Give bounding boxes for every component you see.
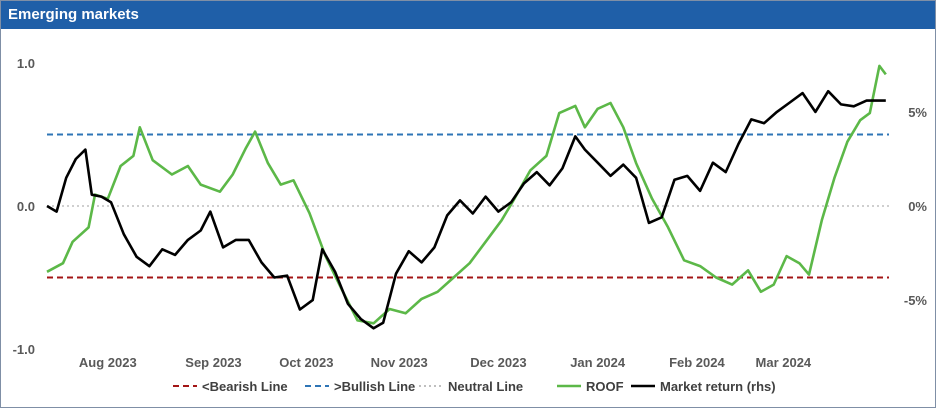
left-tick-label: -1.0 <box>13 342 35 357</box>
legend-label-1: >Bullish Line <box>334 379 415 394</box>
series-lines <box>46 64 887 330</box>
right-axis-ticks: 5% 0% -5% <box>904 105 928 308</box>
x-tick-label: Aug 2023 <box>79 355 137 370</box>
series-line-0 <box>46 64 887 325</box>
left-tick-label: 0.0 <box>17 199 35 214</box>
right-tick-label: 0% <box>908 199 927 214</box>
title-bar: Emerging markets <box>1 1 935 29</box>
legend-label-4: Market return (rhs) <box>660 379 776 394</box>
legend-label-0: <Bearish Line <box>202 379 288 394</box>
legend-label-3: ROOF <box>586 379 624 394</box>
right-tick-label: -5% <box>904 293 928 308</box>
x-tick-label: Sep 2023 <box>185 355 241 370</box>
x-tick-label: Oct 2023 <box>279 355 333 370</box>
right-tick-label: 5% <box>908 105 927 120</box>
left-tick-label: 1.0 <box>17 56 35 71</box>
x-tick-label: Jan 2024 <box>570 355 626 370</box>
chart-title: Emerging markets <box>8 6 139 23</box>
x-tick-label: Nov 2023 <box>371 355 428 370</box>
legend: <Bearish Line >Bullish Line Neutral Line RO… <box>173 379 776 394</box>
x-tick-label: Dec 2023 <box>470 355 526 370</box>
series-line-1 <box>46 89 886 330</box>
legend-label-2: Neutral Line <box>448 379 523 394</box>
x-tick-label: Mar 2024 <box>756 355 812 370</box>
reference-lines <box>47 133 889 279</box>
x-axis-ticks: Aug 2023 Sep 2023 Oct 2023 Nov 2023 Dec 2023… <box>79 355 812 370</box>
x-tick-label: Feb 2024 <box>669 355 725 370</box>
left-axis-ticks: 1.0 0.0 -1.0 <box>13 56 35 357</box>
